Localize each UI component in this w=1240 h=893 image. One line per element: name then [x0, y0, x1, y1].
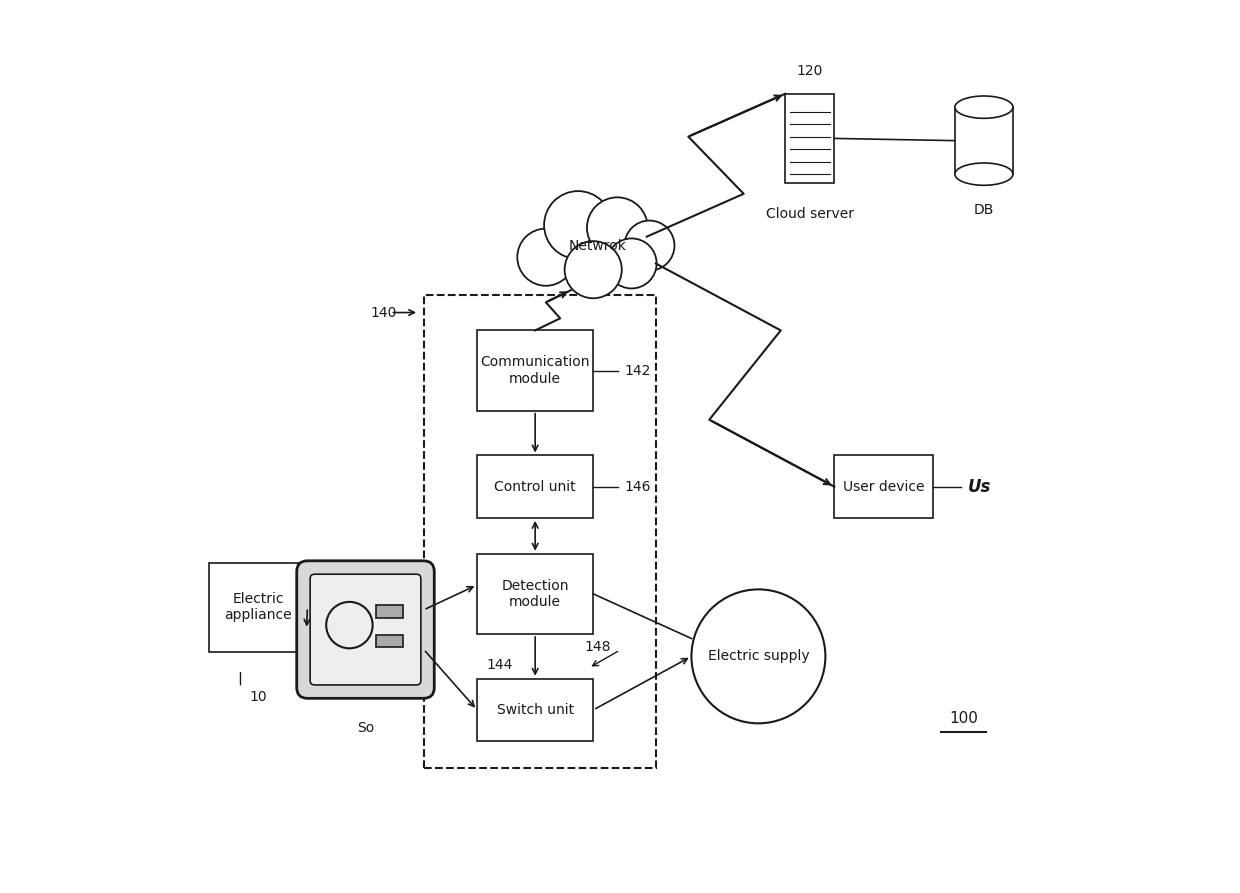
Circle shape	[606, 238, 657, 288]
Circle shape	[544, 191, 613, 259]
Text: Detection
module: Detection module	[501, 579, 569, 609]
Ellipse shape	[955, 96, 1013, 118]
FancyBboxPatch shape	[376, 635, 403, 647]
FancyBboxPatch shape	[477, 554, 593, 634]
Circle shape	[564, 241, 621, 298]
Text: 144: 144	[486, 658, 512, 672]
Circle shape	[517, 229, 574, 286]
Text: Netwrok: Netwrok	[569, 238, 626, 253]
Text: 120: 120	[796, 64, 823, 79]
Text: Electric supply: Electric supply	[708, 649, 810, 663]
Text: Cloud server: Cloud server	[766, 207, 854, 221]
FancyBboxPatch shape	[955, 107, 1013, 174]
FancyBboxPatch shape	[296, 561, 434, 698]
Text: 140: 140	[371, 305, 397, 320]
FancyBboxPatch shape	[376, 605, 403, 618]
FancyBboxPatch shape	[477, 455, 593, 518]
Text: So: So	[357, 721, 374, 735]
Circle shape	[587, 197, 647, 258]
Text: Communication
module: Communication module	[480, 355, 590, 386]
Text: Control unit: Control unit	[495, 480, 575, 494]
Circle shape	[625, 221, 675, 271]
Text: Electric
appliance: Electric appliance	[224, 592, 293, 622]
FancyBboxPatch shape	[310, 574, 420, 685]
FancyBboxPatch shape	[477, 679, 593, 741]
Text: 148: 148	[584, 640, 611, 655]
Text: 10: 10	[249, 689, 267, 704]
Ellipse shape	[955, 163, 1013, 186]
Text: Switch unit: Switch unit	[496, 703, 574, 717]
FancyBboxPatch shape	[785, 94, 835, 183]
Text: Us: Us	[968, 478, 992, 496]
Text: 100: 100	[950, 712, 978, 726]
FancyBboxPatch shape	[477, 330, 593, 411]
FancyBboxPatch shape	[210, 563, 308, 652]
Text: DB: DB	[973, 203, 994, 217]
Text: 142: 142	[625, 363, 651, 378]
Text: 146: 146	[625, 480, 651, 494]
FancyBboxPatch shape	[835, 455, 932, 518]
Text: User device: User device	[843, 480, 924, 494]
